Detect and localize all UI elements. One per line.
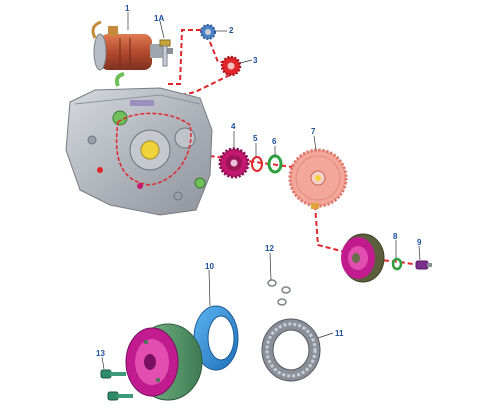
bolt-icon: [100, 369, 133, 401]
callout-label-3: 3: [253, 56, 258, 65]
gear-icon: [218, 147, 250, 179]
leader-line: [314, 204, 346, 253]
callout-label-2: 2: [229, 26, 234, 35]
callout-label-11: 11: [335, 329, 344, 338]
callout-label-1a: 1A: [154, 14, 164, 23]
callout-label-12: 12: [265, 244, 274, 253]
callout-label-13: 13: [96, 349, 105, 358]
rotor-housing: [341, 233, 385, 283]
callout-label-6: 6: [272, 137, 277, 146]
callout-label-1: 1: [125, 4, 130, 13]
callout-label-8: 8: [393, 232, 398, 241]
small-gear-icon: [200, 24, 216, 40]
circlip-icon: [267, 279, 291, 306]
callout-label-9: 9: [417, 238, 422, 247]
callout-label-5: 5: [253, 134, 258, 143]
large-gear-icon: [288, 148, 348, 209]
engine-casing: [65, 72, 213, 216]
callouts: 1 1A 2 3 4 5 6 7 8 9 10 11 12 13: [96, 4, 422, 358]
callout-label-7: 7: [311, 127, 316, 136]
callout-lines: [101, 12, 421, 370]
seal-ring-icon: [193, 305, 239, 371]
leader-line: [159, 74, 231, 101]
callout-label-10: 10: [205, 262, 214, 271]
bolt-icon: [415, 260, 432, 270]
o-ring-icon: [391, 257, 403, 271]
small-gear-icon: [220, 55, 242, 77]
leader-line: [168, 29, 205, 85]
outer-hub: [125, 323, 203, 401]
bolt-icon: [159, 39, 171, 67]
starter-motor-icon: [91, 20, 173, 71]
washer-icon: [251, 156, 263, 172]
callout-label-4: 4: [231, 122, 236, 131]
leader-line: [161, 149, 301, 169]
roller-bearing-icon: [261, 318, 321, 382]
